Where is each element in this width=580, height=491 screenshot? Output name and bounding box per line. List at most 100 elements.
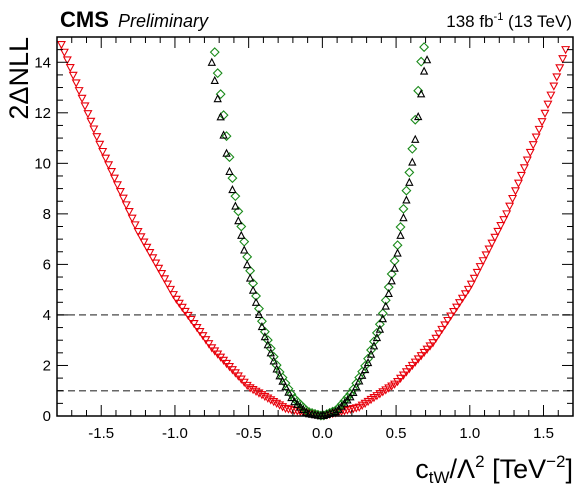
scan-point [387,276,396,285]
scan-point [133,228,143,237]
scan-point [416,89,426,98]
scan-point [469,274,479,284]
scan-point [148,254,158,263]
scan-point [248,285,258,294]
scan-point [443,316,453,326]
scan-point [543,100,553,109]
scan-point [528,141,538,150]
x-axis-title: ctW/Λ2 [TeV−2] [415,452,573,487]
scan-point [555,64,565,73]
y-tick-label: 0 [43,408,51,425]
scan-point [112,181,122,190]
scan-point [410,114,421,125]
scan-point [253,303,264,314]
scan-point [508,194,518,204]
scan-point [227,173,238,184]
scan-point [104,161,114,170]
scan-point [266,348,275,357]
scan-point [287,393,296,402]
scan-point [299,404,308,414]
x-tick-label: 1.5 [533,425,554,442]
scan-point [395,374,406,384]
scan-point [109,174,120,183]
scan-point [390,380,400,389]
scan-point [210,75,219,85]
scan-point [558,55,568,64]
scan-point [293,399,302,408]
scan-point [466,280,476,289]
scan-point [174,299,184,309]
x-axis-ticks: -1.5 -1.0 -0.5 0.0 0.5 1.0 1.5 [56,37,574,442]
scan-point [534,125,544,135]
scan-point [130,221,140,230]
scan-point [121,201,131,210]
scan-point [165,285,176,295]
scan-point [540,109,550,119]
y-tick-label: 14 [34,54,51,71]
scan-point [198,332,208,341]
scan-point [422,55,432,64]
scan-point [431,334,441,344]
scan-point [280,404,291,414]
scan-point [86,117,96,127]
scan-point [254,309,264,318]
series-triangle-down [56,41,571,421]
scan-point [419,348,429,358]
scan-point [410,358,420,367]
scan-point [378,314,388,323]
scan-points [56,41,571,421]
scan-point [107,167,117,177]
scan-point [74,87,84,96]
scan-point [413,355,423,364]
scan-point [363,357,373,367]
scan-point [384,288,393,298]
scan-point [263,340,273,349]
scan-point [157,270,167,279]
scan-point [56,41,66,50]
scan-point [275,371,284,380]
scan-point [290,397,299,406]
scan-point [369,341,379,350]
scan-point [201,336,211,345]
scan-point [101,154,111,163]
series-triangle-up [207,55,432,420]
scan-point [242,381,252,391]
luminosity-label: 138 fb-1 (13 TeV) [446,11,572,31]
scan-point [408,157,417,166]
scan-point [496,222,506,231]
scan-point [380,295,391,306]
x-tick-label: -1.0 [162,425,188,442]
scan-point [231,201,240,210]
scan-point [381,301,390,310]
scan-point [505,202,515,211]
x-tick-label: -0.5 [236,425,262,442]
scan-point [416,56,427,67]
scan-point [399,213,408,222]
scan-point [349,387,358,396]
scan-point [525,148,535,158]
scan-point [404,167,415,178]
scan-point [284,387,293,396]
scan-point [265,343,276,354]
scan-point [401,185,412,196]
scan-point [419,42,430,53]
scan-point [411,134,420,143]
scan-point [390,263,399,272]
scan-point [425,342,435,351]
scan-point [219,130,228,139]
scan-point [449,308,459,317]
scan-point [192,324,202,333]
scan-point [195,328,205,337]
scan-point [531,133,541,142]
y-tick-label: 12 [34,105,51,122]
x-tick-label: -1.5 [88,425,114,442]
scan-point [215,89,226,100]
scan-point [428,339,438,348]
scan-point [454,299,465,308]
scan-point [269,356,278,365]
scan-point [207,57,217,66]
scan-point [286,406,296,415]
scan-point [434,330,444,339]
scan-point [281,382,290,391]
